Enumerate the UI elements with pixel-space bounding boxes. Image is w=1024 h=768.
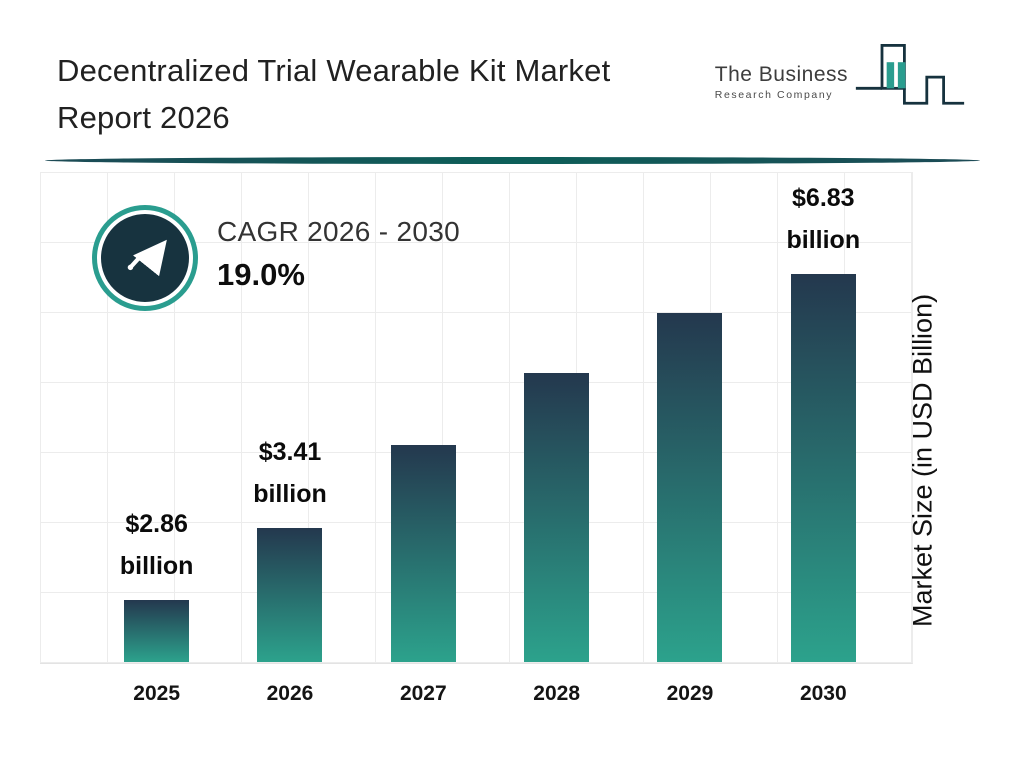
cagr-badge: CAGR 2026 - 2030 19.0% [97, 210, 460, 306]
bar-value-amount-2025: $2.86 [125, 510, 188, 538]
bar-2030 [790, 274, 856, 662]
bar-column-2026: $3.41 billion 2026 [223, 172, 356, 705]
trend-up-arrow-icon [97, 210, 193, 306]
y-axis-label: Market Size (in USD Billion) [907, 293, 938, 627]
cagr-text: CAGR 2026 - 2030 19.0% [217, 210, 460, 293]
bar-value-amount-2026: $3.41 [258, 438, 322, 466]
bar-column-2030: $6.83 billion 2030 [757, 172, 890, 705]
x-tick-label-2028: 2028 [533, 682, 580, 705]
bar-value-label-2030: $6.83 billion [787, 177, 861, 261]
company-name: The Business [714, 62, 848, 86]
logo-bar-chart-icon [854, 40, 966, 123]
cagr-value: 19.0% [217, 257, 305, 292]
cagr-label: CAGR 2026 - 2030 [217, 216, 460, 247]
x-tick-label-2027: 2027 [399, 682, 447, 705]
header-divider [45, 157, 980, 164]
bar-value-unit-2025: billion [119, 552, 194, 580]
bar-2025 [124, 600, 190, 662]
bar-value-amount-2030: $6.83 [792, 184, 855, 212]
x-tick-label-2025: 2025 [133, 682, 181, 705]
bar-column-2025: $2.86 billion 2025 [90, 172, 223, 705]
bar-value-label-2025: $2.86 billion [120, 503, 194, 587]
bar-2028 [524, 373, 590, 662]
bar-value-unit-2030: billion [786, 226, 861, 254]
bar-value-unit-2026: billion [253, 480, 327, 508]
bar-series: $2.86 billion 2025 $3.41 billion 2026 2027 2028… [90, 172, 890, 705]
bar-2026 [257, 528, 323, 662]
bar-column-2027: 2027 [357, 172, 490, 705]
bar-2027 [390, 445, 456, 662]
x-tick-label-2030: 2030 [799, 682, 847, 705]
x-tick-label-2026: 2026 [266, 682, 314, 705]
company-logo-text: The Business Research Company [715, 63, 848, 101]
company-logo: The Business Research Company [715, 40, 966, 123]
bar-column-2029: 2029 [623, 172, 756, 705]
company-subname: Research Company [714, 88, 834, 101]
page-title-line1: Decentralized Trial Wearable Kit Market [57, 53, 611, 88]
bar-2029 [657, 313, 723, 662]
page-title: Decentralized Trial Wearable Kit Market … [57, 48, 610, 141]
bar-column-2028: 2028 [490, 172, 623, 705]
bar-value-label-2026: $3.41 billion [253, 431, 327, 515]
page-title-line2: Report 2026 [57, 99, 230, 135]
x-tick-label-2029: 2029 [666, 682, 714, 705]
